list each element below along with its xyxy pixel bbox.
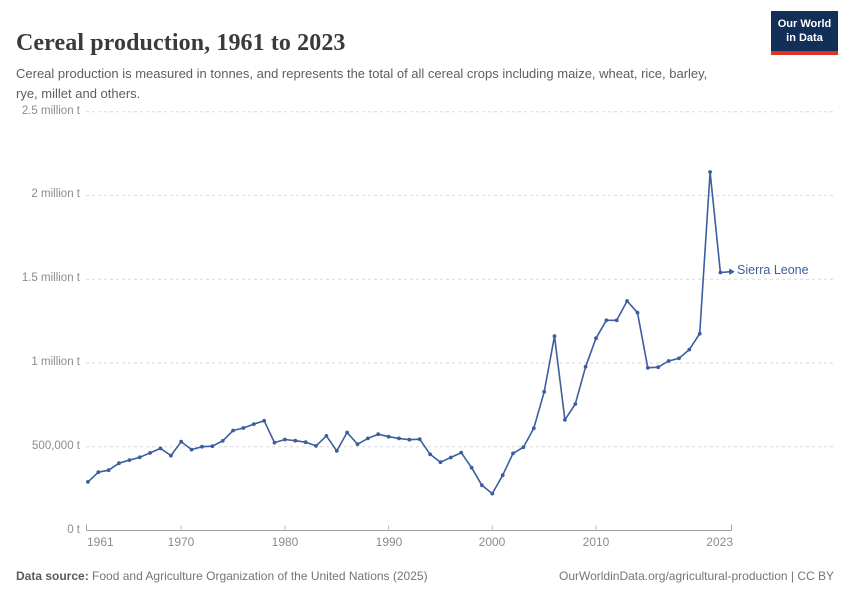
series-label-sierra-leone[interactable]: Sierra Leone <box>737 263 809 277</box>
x-tick-label: 2010 <box>582 535 610 549</box>
data-point[interactable] <box>189 447 194 452</box>
owid-logo-line2: in Data <box>786 32 823 45</box>
data-point[interactable] <box>210 444 215 449</box>
data-point[interactable] <box>117 461 121 466</box>
x-tick-label: 1961 <box>87 535 114 549</box>
data-point[interactable] <box>666 359 671 363</box>
data-point[interactable] <box>469 465 474 470</box>
y-tick-label: 0 t <box>67 523 80 536</box>
x-tick-label: 2023 <box>706 535 733 549</box>
data-line[interactable] <box>87 171 732 495</box>
owid-license-link[interactable]: OurWorldinData.org/agricultural-producti… <box>558 569 834 583</box>
data-point[interactable] <box>283 437 287 442</box>
data-point[interactable] <box>656 365 661 370</box>
data-point[interactable] <box>459 450 464 455</box>
data-point[interactable] <box>200 444 204 449</box>
data-point[interactable] <box>86 480 90 484</box>
data-point[interactable] <box>386 434 391 439</box>
data-point[interactable] <box>531 426 536 431</box>
data-point[interactable] <box>262 418 267 423</box>
x-tick-label: 1990 <box>375 535 403 549</box>
data-source-text: Food and Agriculture Organization of the… <box>88 569 428 583</box>
data-point[interactable] <box>334 449 339 453</box>
data-point[interactable] <box>438 460 443 465</box>
data-point[interactable] <box>542 389 547 394</box>
data-point[interactable] <box>521 445 526 450</box>
page-title: Cereal production, 1961 to 2023 <box>16 30 346 57</box>
x-tick-label: 1970 <box>167 535 195 549</box>
data-point[interactable] <box>573 402 578 406</box>
data-point[interactable] <box>614 318 619 323</box>
data-point[interactable] <box>355 442 360 447</box>
data-point[interactable] <box>231 428 236 433</box>
y-tick-label: 2.5 million t <box>21 104 80 117</box>
data-point[interactable] <box>635 310 640 315</box>
chart-footer: Data source: Food and Agriculture Organi… <box>16 569 834 583</box>
data-point[interactable] <box>594 336 598 341</box>
x-tick-label: 2000 <box>478 535 506 549</box>
data-point[interactable] <box>417 437 422 442</box>
y-tick-label: 1.5 million t <box>21 272 80 285</box>
data-point[interactable] <box>604 318 609 323</box>
data-point[interactable] <box>511 451 515 456</box>
owid-logo-line1: Our World <box>777 18 832 30</box>
data-point[interactable] <box>148 451 153 455</box>
data-source: Data source: Food and Agriculture Organi… <box>16 569 428 583</box>
data-point[interactable] <box>127 458 132 462</box>
data-point[interactable] <box>169 453 173 458</box>
x-tick-label: 1980 <box>271 535 299 549</box>
data-point[interactable] <box>490 491 495 496</box>
data-point[interactable] <box>251 422 256 426</box>
data-point[interactable] <box>625 299 629 303</box>
y-tick-label: 500,000 t <box>32 439 80 452</box>
data-point[interactable] <box>480 483 484 488</box>
data-point[interactable] <box>708 170 712 174</box>
data-point[interactable] <box>407 437 412 442</box>
data-point[interactable] <box>428 452 432 457</box>
data-point[interactable] <box>272 440 277 445</box>
data-point[interactable] <box>563 418 567 422</box>
data-point[interactable] <box>718 270 723 275</box>
data-point[interactable] <box>500 473 505 478</box>
data-point[interactable] <box>179 439 184 444</box>
data-point[interactable] <box>376 432 381 437</box>
data-point[interactable] <box>397 436 401 441</box>
data-point[interactable] <box>345 430 349 435</box>
data-point[interactable] <box>137 455 142 460</box>
data-point[interactable] <box>241 426 246 430</box>
owid-logo[interactable]: Our World in Data <box>771 11 838 55</box>
data-point[interactable] <box>448 455 453 460</box>
data-point[interactable] <box>366 436 370 441</box>
data-point[interactable] <box>96 470 101 475</box>
data-point[interactable] <box>158 446 163 451</box>
data-point[interactable] <box>303 440 308 445</box>
y-tick-label: 1 million t <box>31 355 80 368</box>
data-point[interactable] <box>697 331 702 336</box>
data-point[interactable] <box>293 438 298 443</box>
data-point[interactable] <box>583 364 588 369</box>
data-point[interactable] <box>677 356 681 361</box>
data-source-label: Data source: <box>16 569 89 583</box>
data-point[interactable] <box>687 347 692 352</box>
data-point[interactable] <box>220 439 225 443</box>
y-tick-label: 2 million t <box>31 188 80 201</box>
data-point[interactable] <box>552 334 557 339</box>
data-point[interactable] <box>645 365 650 370</box>
data-point[interactable] <box>324 434 329 438</box>
data-point[interactable] <box>314 444 318 448</box>
label-arrow-icon <box>729 268 735 275</box>
chart-subtitle: Cereal production is measured in tonnes,… <box>16 66 708 101</box>
data-point[interactable] <box>106 468 111 473</box>
